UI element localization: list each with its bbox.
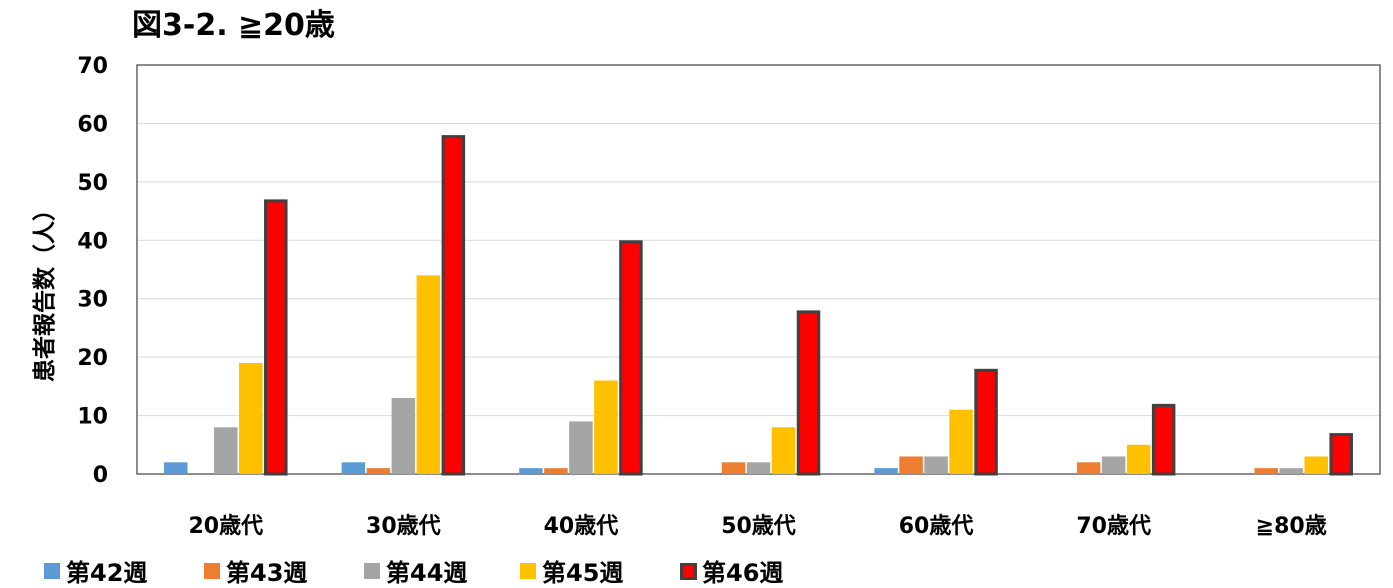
bar-第43週-50歳代 — [721, 462, 746, 474]
bar-第43週-40歳代 — [544, 468, 568, 474]
bar-第43週-60歳代 — [899, 456, 923, 474]
bar-第44週-30歳代 — [391, 398, 416, 474]
legend-swatch — [364, 563, 380, 579]
bar-第45週-30歳代 — [416, 275, 441, 474]
y-tick-label: 40 — [77, 229, 108, 254]
bar-第46週-30歳代 — [441, 135, 466, 476]
bar-第45週-40歳代 — [594, 380, 618, 474]
y-tick-label: 60 — [77, 112, 108, 137]
bar-第45週-50歳代 — [771, 427, 796, 474]
bar-第44週-70歳代 — [1101, 456, 1126, 474]
x-axis-categories: 20歳代 30歳代 40歳代 50歳代 60歳代 70歳代 ≧80歳 — [188, 514, 1326, 539]
legend-label: 第46週 — [702, 559, 783, 587]
plot-area — [136, 64, 1381, 475]
legend-label: 第45週 — [542, 559, 623, 587]
bar-第45週-70歳代 — [1126, 444, 1151, 474]
y-tick-label: 0 — [93, 463, 108, 488]
x-category-label: 40歳代 — [544, 514, 619, 539]
bar-第44週-20歳代 — [214, 427, 238, 474]
bar-第45週-60歳代 — [949, 409, 973, 474]
legend-label: 第42週 — [66, 559, 147, 587]
y-axis-ticks: 0 10 20 30 40 50 60 70 — [77, 54, 108, 488]
bar-第42週-40歳代 — [519, 468, 543, 474]
legend-swatch — [204, 563, 220, 579]
legend-swatch — [44, 563, 60, 579]
legend-swatch — [520, 563, 536, 579]
bar-第42週-60歳代 — [874, 468, 898, 474]
bar-第42週-20歳代 — [164, 462, 188, 474]
bar-第46週-40歳代 — [619, 240, 643, 476]
legend-label: 第43週 — [226, 559, 307, 587]
y-tick-label: 70 — [77, 54, 108, 79]
legend: 第42週 第43週 第44週 第45週 第46週 — [44, 559, 783, 587]
chart-title: 図3-2. ≧20歳 — [132, 8, 335, 43]
y-tick-label: 10 — [77, 405, 108, 430]
y-axis-label: 患者報告数（人） — [31, 198, 58, 382]
bar-第44週-60歳代 — [924, 456, 948, 474]
x-category-label: 20歳代 — [188, 514, 263, 539]
x-category-label: 30歳代 — [366, 514, 441, 539]
bar-第46週-≧80歳 — [1329, 433, 1353, 476]
bar-第46週-60歳代 — [974, 368, 998, 476]
bars — [164, 135, 1353, 476]
bar-第42週-30歳代 — [341, 462, 366, 474]
gridlines — [137, 122, 1380, 417]
bar-第43週-70歳代 — [1076, 462, 1101, 474]
x-category-label: 50歳代 — [721, 514, 796, 539]
bar-第46週-70歳代 — [1151, 403, 1176, 476]
bar-第44週-≧80歳 — [1279, 468, 1303, 474]
x-category-label: ≧80歳 — [1256, 514, 1327, 539]
legend-label: 第44週 — [386, 559, 467, 587]
bar-第43週-30歳代 — [366, 468, 391, 474]
y-tick-label: 30 — [77, 288, 108, 313]
legend-swatch — [680, 563, 697, 580]
bar-第43週-≧80歳 — [1254, 468, 1278, 474]
y-tick-label: 20 — [77, 346, 108, 371]
bar-第45週-≧80歳 — [1304, 456, 1328, 474]
x-category-label: 60歳代 — [899, 514, 974, 539]
bar-第44週-50歳代 — [746, 462, 771, 474]
bar-第46週-50歳代 — [796, 310, 821, 476]
bar-第44週-40歳代 — [569, 421, 593, 474]
bar-第45週-20歳代 — [239, 362, 263, 474]
x-category-label: 70歳代 — [1076, 514, 1151, 539]
bar-第46週-20歳代 — [264, 199, 288, 476]
y-tick-label: 50 — [77, 171, 108, 196]
